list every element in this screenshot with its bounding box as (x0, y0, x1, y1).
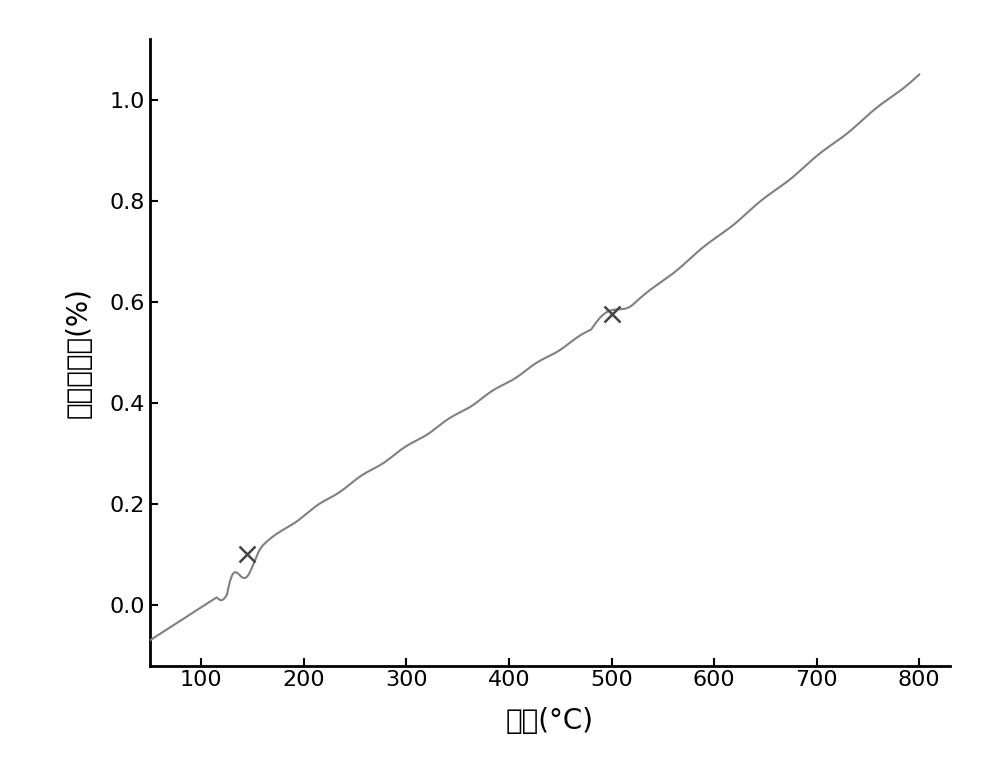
Y-axis label: 尺寸变化量(%): 尺寸变化量(%) (65, 287, 93, 418)
X-axis label: 温度(°C): 温度(°C) (506, 707, 594, 735)
